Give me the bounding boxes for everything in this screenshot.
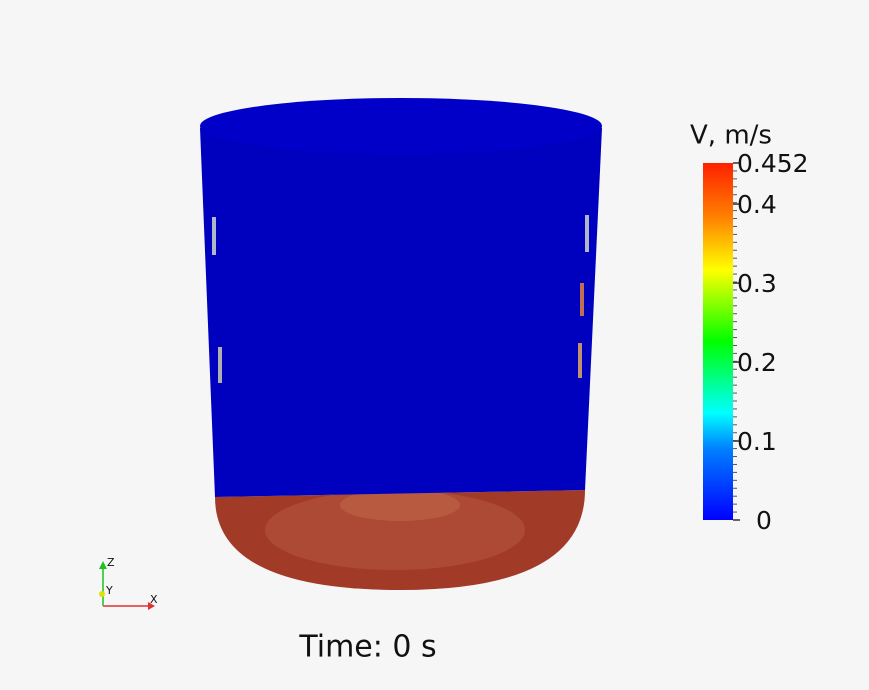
z-axis-label: Z xyxy=(107,556,115,569)
sensor xyxy=(585,215,589,252)
page: V, m/s Time: 0 s X Y Z 0 0.1 0.2 0.3 0.4 0.45… xyxy=(0,0,869,690)
sensor xyxy=(580,283,584,316)
tick-label: 0.3 xyxy=(737,269,777,298)
sensor xyxy=(578,343,582,378)
tick-label: 0.452 xyxy=(737,149,809,178)
tick-label: 0.4 xyxy=(737,190,777,219)
sensor xyxy=(218,347,222,383)
render-view: V, m/s Time: 0 s X Y Z 0 0.1 0.2 0.3 0.4 0.45… xyxy=(0,0,869,690)
y-axis-label: Y xyxy=(105,584,113,597)
time-label: Time: 0 s xyxy=(298,630,436,665)
x-axis-label: X xyxy=(150,593,158,606)
tick-label: 0.1 xyxy=(737,427,777,456)
cylinder-top xyxy=(200,98,602,154)
tick-label: 0 xyxy=(756,506,772,535)
tick-label: 0.2 xyxy=(737,348,777,377)
y-axis-arrow xyxy=(99,591,105,597)
color-bar xyxy=(703,163,733,520)
sensor xyxy=(212,217,216,255)
cylinder-body xyxy=(200,99,602,497)
color-bar-title: V, m/s xyxy=(690,121,772,151)
